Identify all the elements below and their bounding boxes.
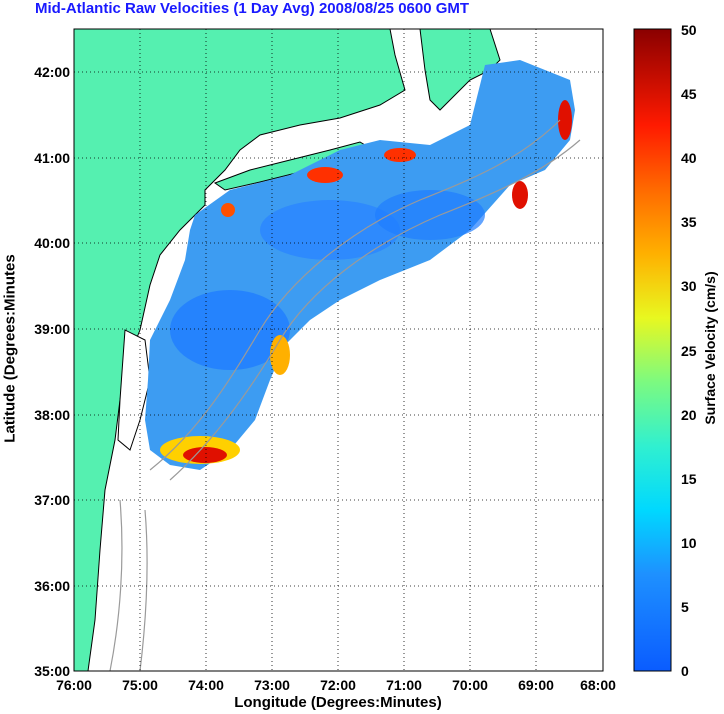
y-tick-label: 39:00 xyxy=(34,321,70,337)
velocity-fast-south-core xyxy=(183,447,227,463)
colorbar-tick-label: 45 xyxy=(681,86,697,102)
x-tick-label: 68:00 xyxy=(580,677,616,693)
colorbar-tick-label: 25 xyxy=(681,343,697,359)
velocity-fast-ny xyxy=(307,167,343,183)
x-tick-label: 72:00 xyxy=(320,677,356,693)
velocity-fast-nantucket xyxy=(512,181,528,209)
y-tick-label: 38:00 xyxy=(34,407,70,423)
colorbar-tick-label: 20 xyxy=(681,407,697,423)
x-tick-label: 75:00 xyxy=(122,677,158,693)
colorbar xyxy=(633,28,672,672)
y-tick-label: 42:00 xyxy=(34,64,70,80)
colorbar-tick-label: 0 xyxy=(681,663,689,679)
colorbar-tick-label: 30 xyxy=(681,278,697,294)
land-cape-cod xyxy=(419,29,501,111)
velocity-slow-patch-2 xyxy=(260,200,400,260)
x-tick-label: 69:00 xyxy=(518,677,554,693)
y-tick-label: 35:00 xyxy=(34,663,70,679)
map-title: Mid-Atlantic Raw Velocities (1 Day Avg) … xyxy=(35,0,470,17)
velocity-fast-nj xyxy=(221,203,235,217)
y-tick-label: 40:00 xyxy=(34,235,70,251)
bathymetry-contour xyxy=(139,509,148,671)
x-axis-label: Longitude (Degrees:Minutes) xyxy=(234,694,442,711)
velocity-field-base xyxy=(145,60,575,470)
bathymetry-contour xyxy=(109,499,123,671)
velocity-fast-ri xyxy=(384,148,416,162)
velocity-slow-patch-3 xyxy=(375,190,485,240)
grid-lines xyxy=(74,29,603,671)
y-tick-labels: 35:00 36:00 37:00 38:00 39:00 40:00 41:0… xyxy=(34,64,70,679)
plot-frame xyxy=(73,28,604,672)
colorbar-tick-label: 35 xyxy=(681,214,697,230)
velocity-fast-shelf xyxy=(270,335,290,375)
x-tick-label: 70:00 xyxy=(452,677,488,693)
x-tick-label: 74:00 xyxy=(188,677,224,693)
colorbar-tick-label: 5 xyxy=(681,599,689,615)
land-mainland xyxy=(74,29,406,671)
y-tick-label: 41:00 xyxy=(34,150,70,166)
colorbar-tick-label: 15 xyxy=(681,471,697,487)
colorbar-tick-label: 50 xyxy=(681,22,697,38)
x-tick-labels: 76:00 75:00 74:00 73:00 72:00 71:00 70:0… xyxy=(56,677,616,693)
y-tick-label: 37:00 xyxy=(34,492,70,508)
colorbar-tick-label: 10 xyxy=(681,535,697,551)
velocity-fast-cape xyxy=(558,100,572,140)
bathymetry-contour xyxy=(169,139,581,481)
x-tick-label: 76:00 xyxy=(56,677,92,693)
x-tick-label: 71:00 xyxy=(386,677,422,693)
y-tick-label: 36:00 xyxy=(34,578,70,594)
bathymetry-contour xyxy=(149,119,561,471)
land-delmarva xyxy=(117,329,151,451)
velocity-slow-patch-1 xyxy=(170,290,290,370)
colorbar-label: Surface Velocity (cm/s) xyxy=(702,271,718,425)
y-axis-label: Latitude (Degrees:Minutes xyxy=(1,254,19,443)
x-tick-label: 73:00 xyxy=(254,677,290,693)
colorbar-tick-labels: 0 5 10 15 20 25 30 35 40 45 50 xyxy=(681,22,697,679)
colorbar-tick-label: 40 xyxy=(681,150,697,166)
